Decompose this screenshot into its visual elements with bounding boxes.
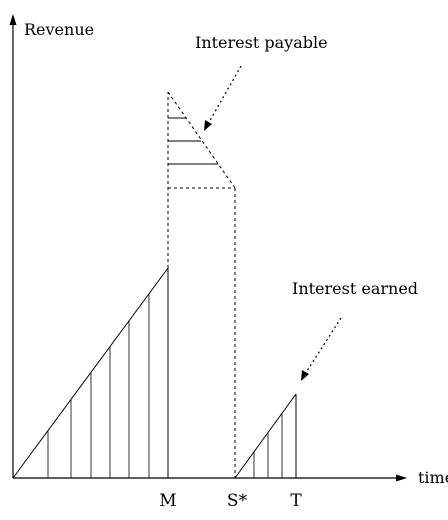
dotted-arrow-shaft [207,65,242,125]
annotation-arrow-earned [301,317,342,381]
hatch-lines-payable [168,117,218,165]
annotation-arrow-payable [204,65,242,131]
y-axis-arrowhead [9,14,17,25]
arrowhead [204,120,212,131]
axes [9,14,407,482]
tick-label-m: M [159,491,176,511]
hatch-lines-second [253,413,283,478]
arrowhead [301,370,309,381]
dashed-hypotenuse [167,91,236,189]
tick-label-s-star: S* [227,491,248,511]
revenue-ramp-first [12,267,169,479]
hatch-lines-first [47,294,150,478]
y-axis-label: Revenue [24,20,94,39]
dotted-arrow-shaft [304,317,342,375]
revenue-triangle-second [234,393,297,479]
revenue-ramp-second [234,393,297,479]
interest-payable-region [167,91,236,478]
x-axis-arrowhead [396,474,407,482]
tick-label-t: T [290,491,302,511]
revenue-triangle-first [12,267,169,479]
x-axis-label: time [418,468,448,487]
annotation-interest-earned: Interest earned [292,279,418,298]
annotation-interest-payable: Interest payable [195,33,328,52]
